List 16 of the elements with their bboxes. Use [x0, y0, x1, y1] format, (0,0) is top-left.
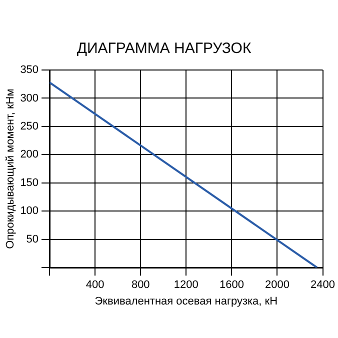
chart-title: ДИАГРАММА НАГРУЗОК: [76, 40, 252, 58]
y-tick-label: 150: [20, 176, 39, 189]
x-axis-title: Эквивалентная осевая нагрузка, кН: [94, 295, 278, 308]
y-tick-label: 300: [20, 92, 39, 104]
y-tick-label: 200: [20, 148, 39, 161]
x-tick-label: 1200: [174, 279, 198, 292]
y-tick-label: 350: [20, 64, 39, 76]
y-tick-label: 50: [26, 233, 39, 246]
y-tick-label: 250: [20, 120, 39, 132]
y-axis-title: Опрокидывающий момент, кНм: [4, 88, 17, 249]
x-tick-label: 2400: [310, 279, 336, 292]
x-tick-label: 400: [86, 279, 104, 292]
x-tick-label: 800: [131, 279, 150, 292]
y-tick-label: 100: [20, 205, 39, 218]
x-tick-label: 2000: [264, 279, 290, 292]
x-tick-label: 1600: [219, 279, 244, 292]
